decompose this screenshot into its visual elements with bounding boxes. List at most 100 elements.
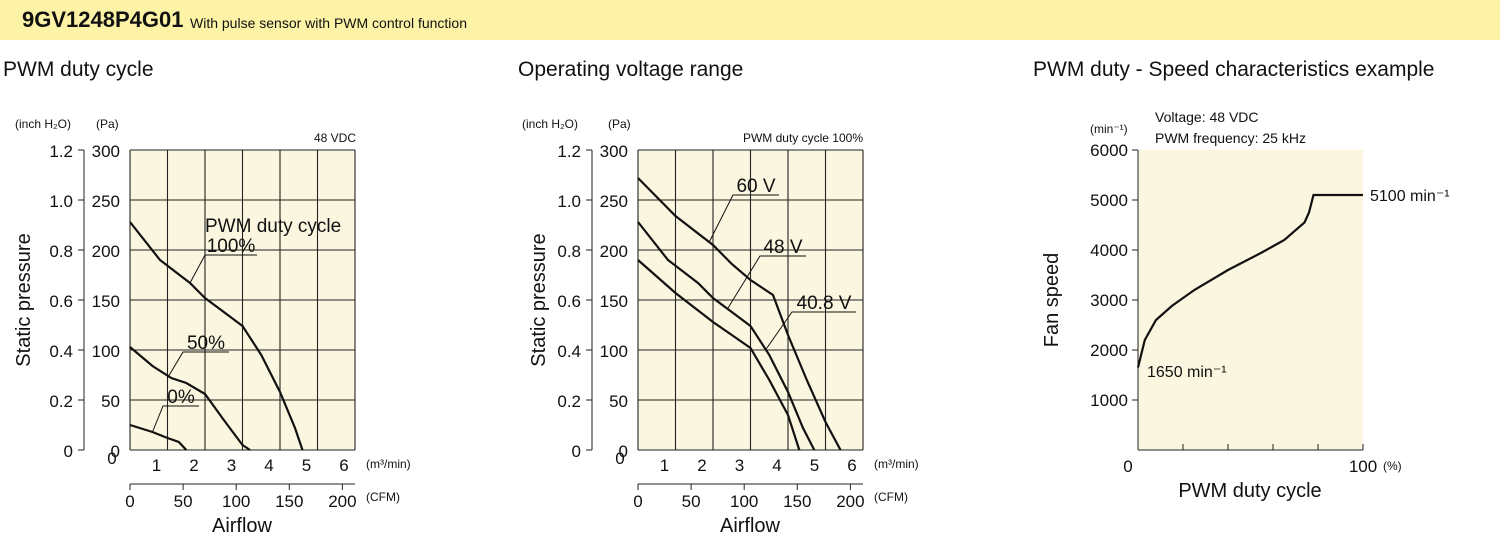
x-tick-label-m3: 1 [660, 456, 669, 475]
y-tick-label-pa: 50 [101, 392, 120, 411]
chart3-y-unit: (min⁻¹) [1090, 122, 1128, 136]
chart1-y-unit-inch: (inch H₂O) [15, 117, 71, 131]
series-label: 48 V [763, 237, 802, 258]
x-tick-label: 100 [1349, 457, 1377, 476]
x-tick-label-cfm: 200 [836, 492, 864, 511]
x-tick-label-m3: 6 [847, 456, 856, 475]
x-tick-label-m3: 5 [810, 456, 819, 475]
model-description: With pulse sensor with PWM control funct… [190, 15, 467, 31]
y-tick-label-pa: 300 [92, 142, 120, 161]
chart1-legend-title: PWM duty cycle [205, 216, 341, 237]
chart1-grid [129, 149, 356, 451]
series-line-60V [637, 177, 842, 451]
chart1-x-unit-cfm: (CFM) [366, 490, 400, 504]
y-tick-label-inch: 0 [572, 442, 581, 461]
chart2-y-unit-pa: (Pa) [608, 117, 631, 131]
chart2-condition: PWM duty cycle 100% [743, 131, 863, 145]
chart-operating-voltage-range: Operating voltage range (inch H₂O) (Pa) … [518, 58, 919, 537]
y-tick-label-pa: 150 [600, 292, 628, 311]
y-tick-label: 4000 [1090, 241, 1128, 260]
chart3-condition-frequency: PWM frequency: 25 kHz [1155, 130, 1306, 146]
series-leader-line [708, 194, 779, 243]
series-leader-line [727, 255, 806, 309]
chart1-condition: 48 VDC [314, 131, 356, 145]
series-leader-line [765, 311, 856, 351]
y-tick-label-inch: 0.2 [557, 392, 581, 411]
chart3-min-annotation: 1650 min⁻¹ [1147, 364, 1227, 381]
series-line-50 [129, 346, 251, 451]
chart2-x-unit-m3: (m³/min) [874, 457, 919, 471]
chart3-x-label: PWM duty cycle [1178, 480, 1321, 502]
series-label: 100% [207, 236, 256, 257]
chart1-title: PWM duty cycle [3, 58, 154, 81]
x-tick-label-cfm: 0 [125, 492, 134, 511]
series-line-100 [129, 221, 304, 451]
y-tick-label: 3000 [1090, 291, 1128, 310]
x-tick-label-m3: 2 [189, 456, 198, 475]
x-tick-label-m3: 0 [615, 449, 624, 468]
y-tick-label-pa: 250 [92, 192, 120, 211]
x-tick-label-cfm: 150 [275, 492, 303, 511]
series-leader-line [152, 405, 199, 433]
chart2-x-label: Airflow [720, 515, 781, 537]
chart3-plot-area [1138, 150, 1363, 450]
x-tick-label-m3: 5 [302, 456, 311, 475]
y-tick-label-pa: 100 [600, 342, 628, 361]
chart1-series: 100% 50% 0% [129, 221, 304, 451]
chart1-x-label: Airflow [212, 515, 273, 537]
series-label: 40.8 V [797, 293, 852, 314]
y-tick-label-pa: 200 [92, 242, 120, 261]
y-tick-label-inch: 0.4 [49, 342, 73, 361]
y-tick-label-pa: 0 [619, 442, 628, 461]
y-tick-label-inch: 0 [64, 442, 73, 461]
series-label: 50% [187, 333, 225, 354]
y-tick-label: 5000 [1090, 191, 1128, 210]
x-tick-label-m3: 3 [227, 456, 236, 475]
series-leader-line [167, 351, 229, 379]
chart3-x-unit: (%) [1383, 459, 1402, 473]
y-tick-label-pa: 100 [92, 342, 120, 361]
x-tick-label-m3: 0 [107, 449, 116, 468]
chart3-max-annotation: 5100 min⁻¹ [1370, 188, 1450, 205]
y-tick-label-inch: 0.8 [49, 242, 73, 261]
y-tick-label-inch: 1.0 [557, 192, 581, 211]
x-tick-label-m3: 6 [339, 456, 348, 475]
x-tick-label-cfm: 50 [682, 492, 701, 511]
y-tick-label-inch: 1.2 [557, 142, 581, 161]
y-tick-label-inch: 0.6 [557, 292, 581, 311]
speed-curve [1136, 193, 1363, 368]
x-tick-label-cfm: 100 [222, 492, 250, 511]
chart3-title: PWM duty - Speed characteristics example [1033, 58, 1434, 81]
chart3-condition-voltage: Voltage: 48 VDC [1155, 109, 1259, 125]
series-leader-line [189, 254, 257, 284]
model-header: 9GV1248P4G01 With pulse sensor with PWM … [0, 0, 1500, 40]
chart-duty-speed: PWM duty - Speed characteristics example… [1033, 58, 1450, 502]
y-tick-label-inch: 1.2 [49, 142, 73, 161]
y-tick-label-pa: 250 [600, 192, 628, 211]
model-number: 9GV1248P4G01 [22, 7, 184, 32]
y-tick-label-inch: 0.6 [49, 292, 73, 311]
series-line-48V [637, 221, 816, 451]
x-tick-label-cfm: 0 [633, 492, 642, 511]
chart3-ticks: 1000 2000 3000 4000 5000 6000 0 100 [1090, 141, 1377, 476]
chart1-x-unit-m3: (m³/min) [366, 457, 411, 471]
chart2-series: 60 V 48 V 40.8 V [637, 176, 856, 451]
y-tick-label-pa: 50 [609, 392, 628, 411]
chart1-y-unit-pa: (Pa) [96, 117, 119, 131]
x-tick-label-m3: 4 [264, 456, 273, 475]
chart3-series [1136, 193, 1363, 368]
series-label: 0% [167, 387, 195, 408]
y-tick-label-pa: 0 [111, 442, 120, 461]
y-tick-label-inch: 1.0 [49, 192, 73, 211]
chart2-y-unit-inch: (inch H₂O) [522, 117, 578, 131]
y-tick-label-pa: 150 [92, 292, 120, 311]
series-label: 60 V [736, 176, 775, 197]
x-tick-label-m3: 3 [735, 456, 744, 475]
series-line-0 [129, 423, 188, 451]
y-tick-label: 1000 [1090, 391, 1128, 410]
x-tick-label-cfm: 150 [783, 492, 811, 511]
x-tick-label-m3: 1 [152, 456, 161, 475]
